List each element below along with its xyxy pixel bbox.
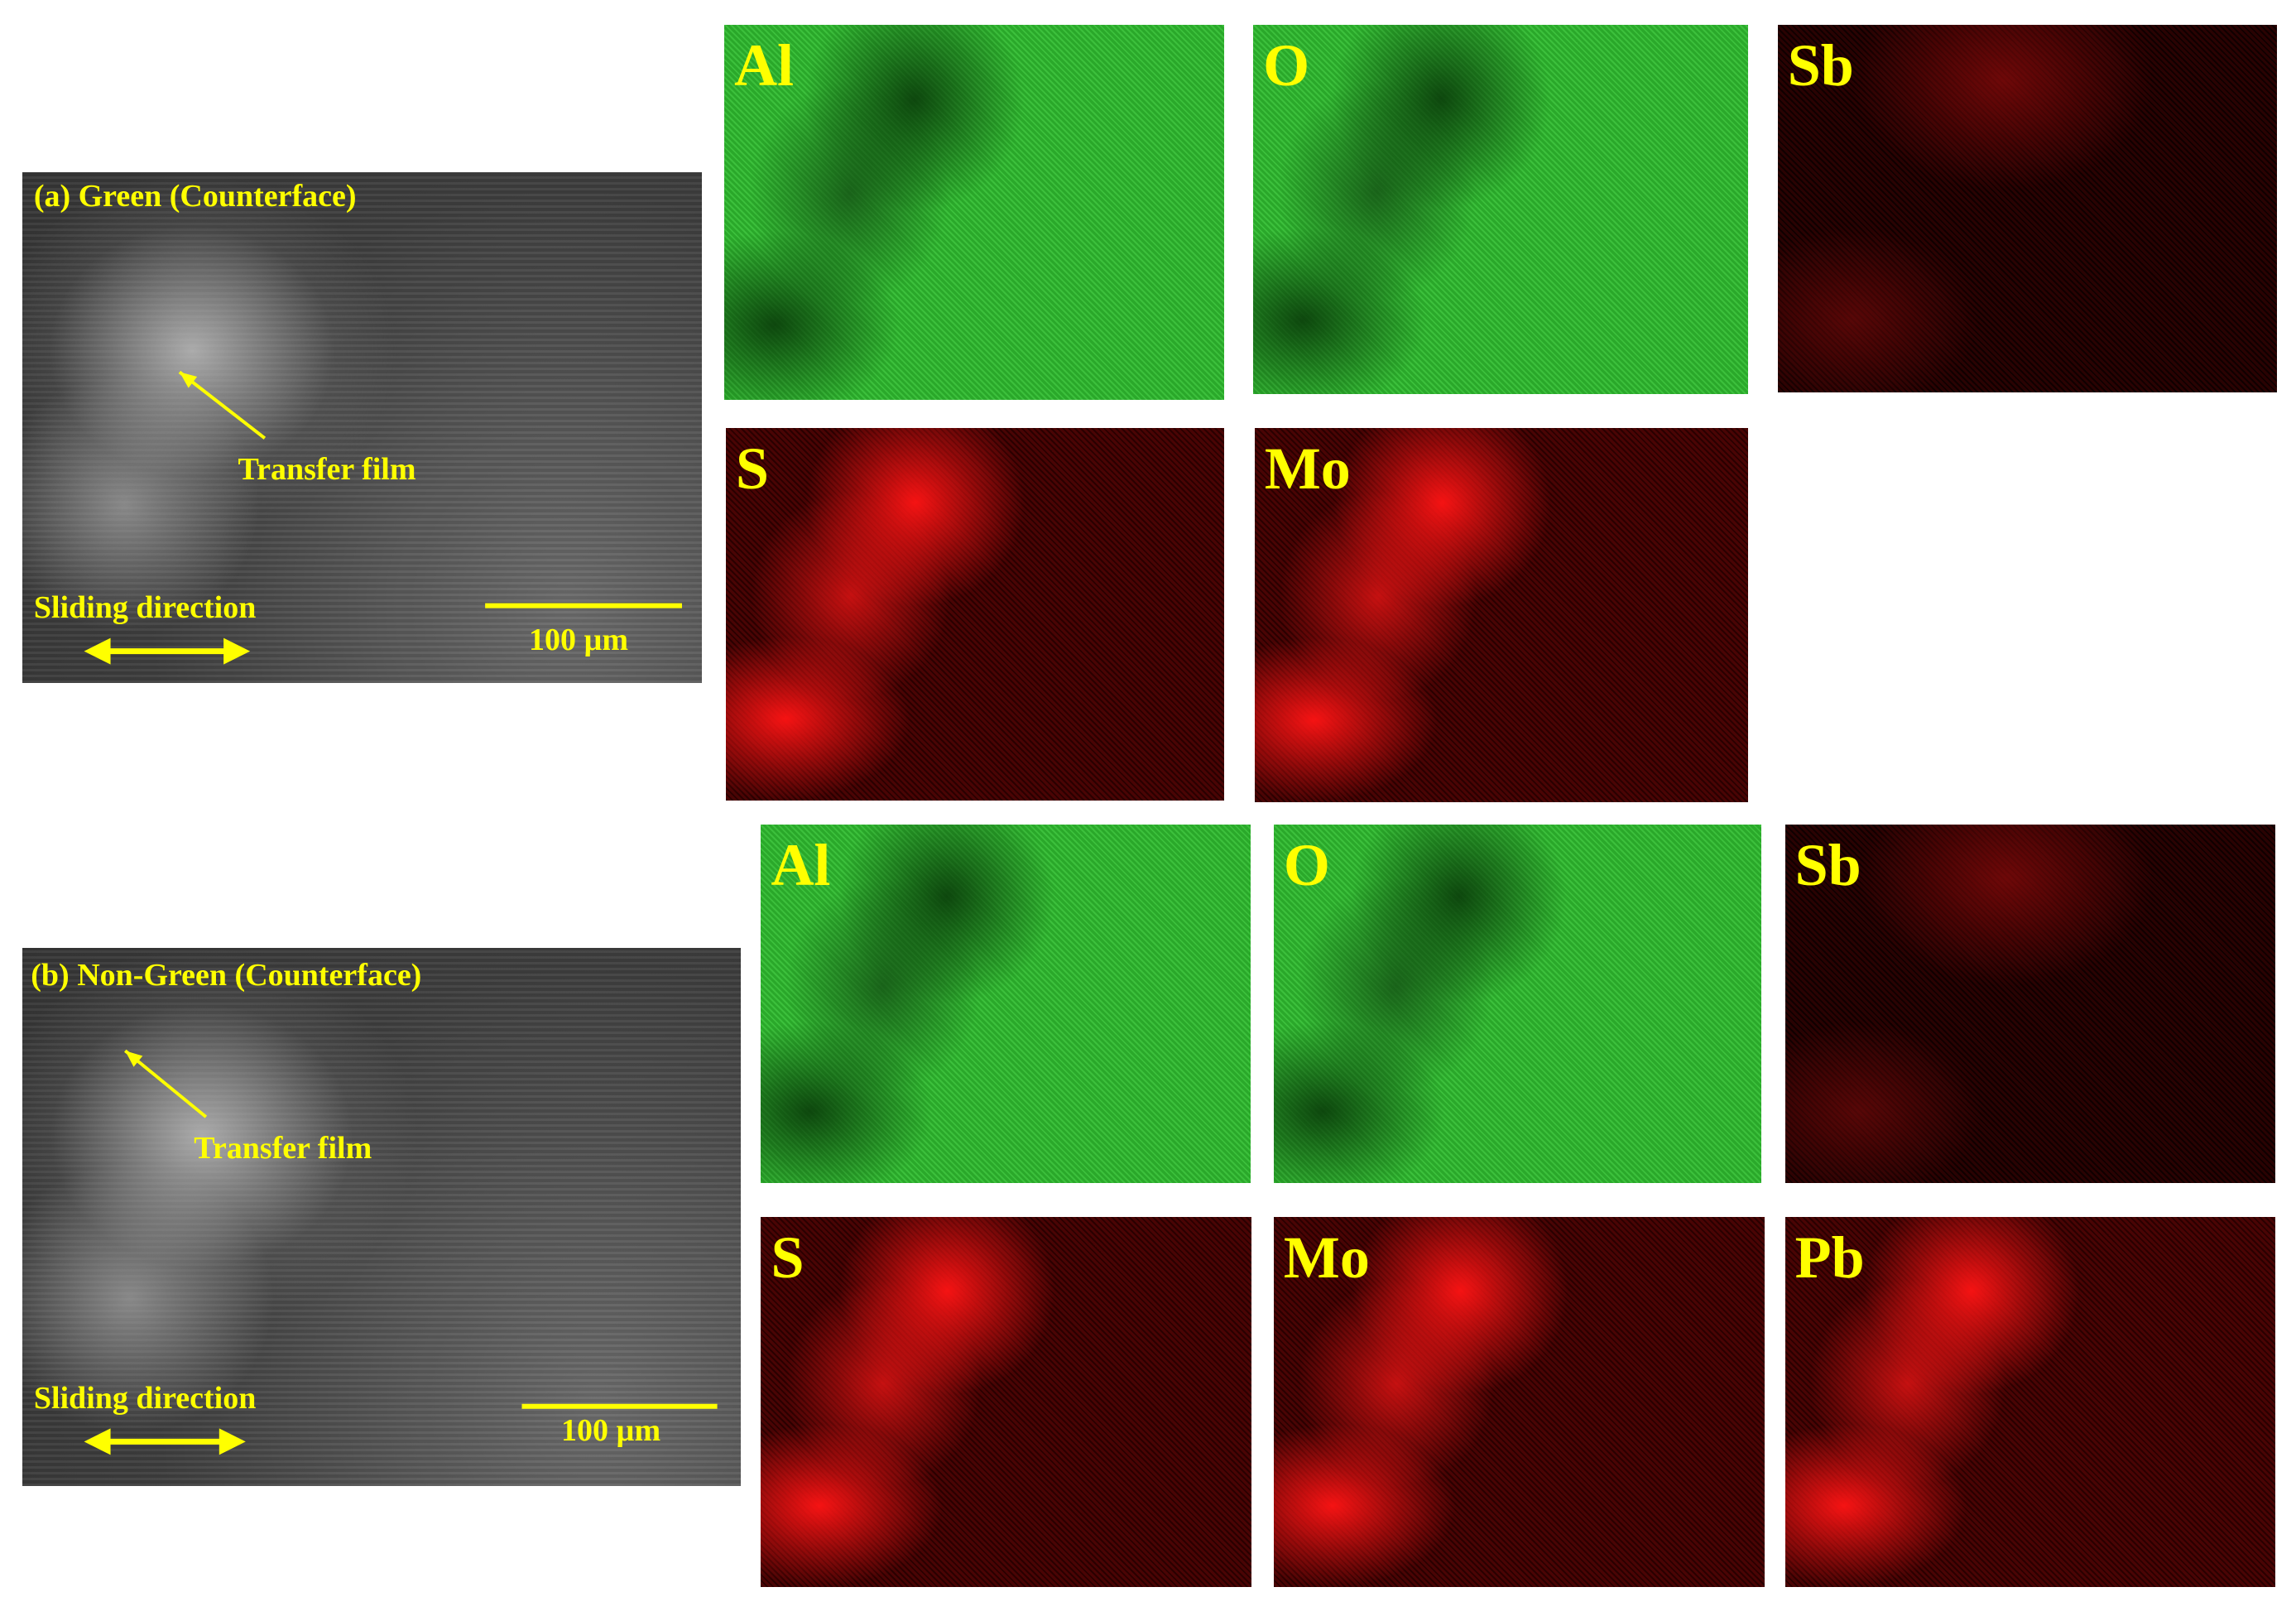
sliding-direction: Sliding direction [33,1380,257,1416]
element-map: Mo [1273,1216,1765,1587]
element-label: Mo [1283,1224,1370,1291]
scale-bar-label: 100 µm [529,622,629,657]
element-map: Sb [1784,824,2276,1183]
arrow-head [84,1428,111,1455]
arrow-head [124,1051,142,1067]
element-map: Al [724,25,1224,400]
element-map: Sb [1777,25,2278,392]
sem-image: (a) Green (Counterface) Transfer film Slid… [22,171,703,684]
element-label: Sb [1787,32,1854,99]
arrow-head [219,1428,246,1455]
arrow-head [223,637,250,665]
arrow [123,1049,207,1118]
element-label: Pb [1794,1224,1865,1291]
scale-bar-label: 100 µm [561,1412,661,1448]
panel-label: (b) Non-Green (Counterface) [31,957,422,993]
annotation: Transfer film [194,1130,372,1166]
overlay [84,1049,718,1455]
element-label: Al [771,831,831,898]
panel-label: (a) Green (Counterface) [33,178,357,214]
element-label: S [735,435,769,502]
element-label: S [771,1224,805,1291]
overlay [84,370,682,665]
element-label: Sb [1794,831,1861,898]
element-map: S [725,427,1224,801]
element-map: S [761,1216,1252,1587]
annotation: Transfer film [238,451,416,487]
element-map: O [1253,25,1749,394]
sem-image: (b) Non-Green (Counterface) Transfer film… [22,947,741,1486]
element-map: Pb [1784,1216,2276,1587]
sliding-direction: Sliding direction [33,589,257,625]
element-label: O [1283,831,1330,898]
element-map: Mo [1254,427,1749,803]
arrow-head [84,637,111,665]
arrow-head [179,372,197,388]
element-map: O [1273,824,1762,1183]
element-map: Al [761,824,1251,1183]
element-label: Al [734,32,795,99]
arrow [178,370,266,440]
element-label: O [1263,32,1310,99]
element-label: Mo [1264,435,1351,502]
